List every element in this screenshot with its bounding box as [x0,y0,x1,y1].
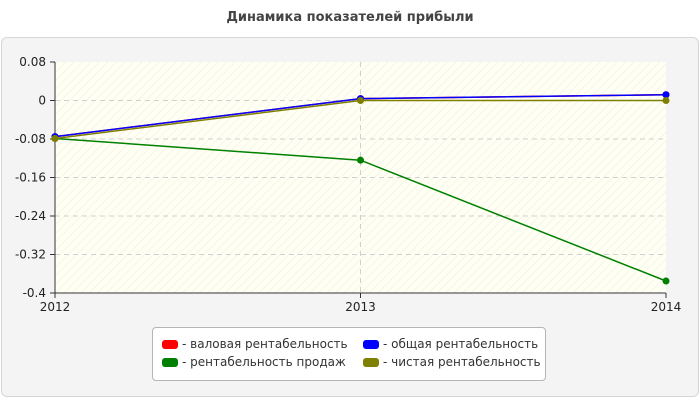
legend-swatch [162,339,178,349]
data-point-чистая-рентабельность [357,97,364,104]
data-point-рентабельность-продаж [357,156,364,164]
x-tick-label: 2014 [651,300,682,314]
y-tick-label: -0.24 [15,209,46,223]
legend-item: - валовая рентабельность [162,336,348,352]
legend-label: - рентабельность продаж [182,355,346,369]
data-point-чистая-рентабельность [51,135,59,143]
data-point-общая-рентабельность [662,91,670,99]
data-point-рентабельность-продаж [662,277,670,285]
y-tick-label: -0.08 [15,132,46,146]
y-tick-label: 0.08 [19,55,46,69]
legend-label: - валовая рентабельность [182,337,348,351]
y-tick-label: -0.4 [23,286,46,300]
legend-swatch [363,357,379,367]
data-point-чистая-рентабельность [662,97,670,104]
legend-item: - общая рентабельность [363,336,538,352]
y-tick-label: -0.16 [15,171,46,185]
x-tick-label: 2012 [40,300,71,314]
legend-item: - рентабельность продаж [162,354,346,370]
x-tick-label: 2013 [345,300,376,314]
y-tick-label: -0.32 [15,248,46,262]
chart-title: Динамика показателей прибыли [226,10,474,25]
chart-legend: - валовая рентабельность - общая рентабел… [152,327,546,381]
legend-item: - чистая рентабельность [363,354,541,370]
legend-label: - чистая рентабельность [383,355,541,369]
legend-swatch [363,339,379,349]
legend-label: - общая рентабельность [383,337,539,351]
legend-swatch [162,357,178,367]
y-tick-label: 0 [38,94,46,108]
